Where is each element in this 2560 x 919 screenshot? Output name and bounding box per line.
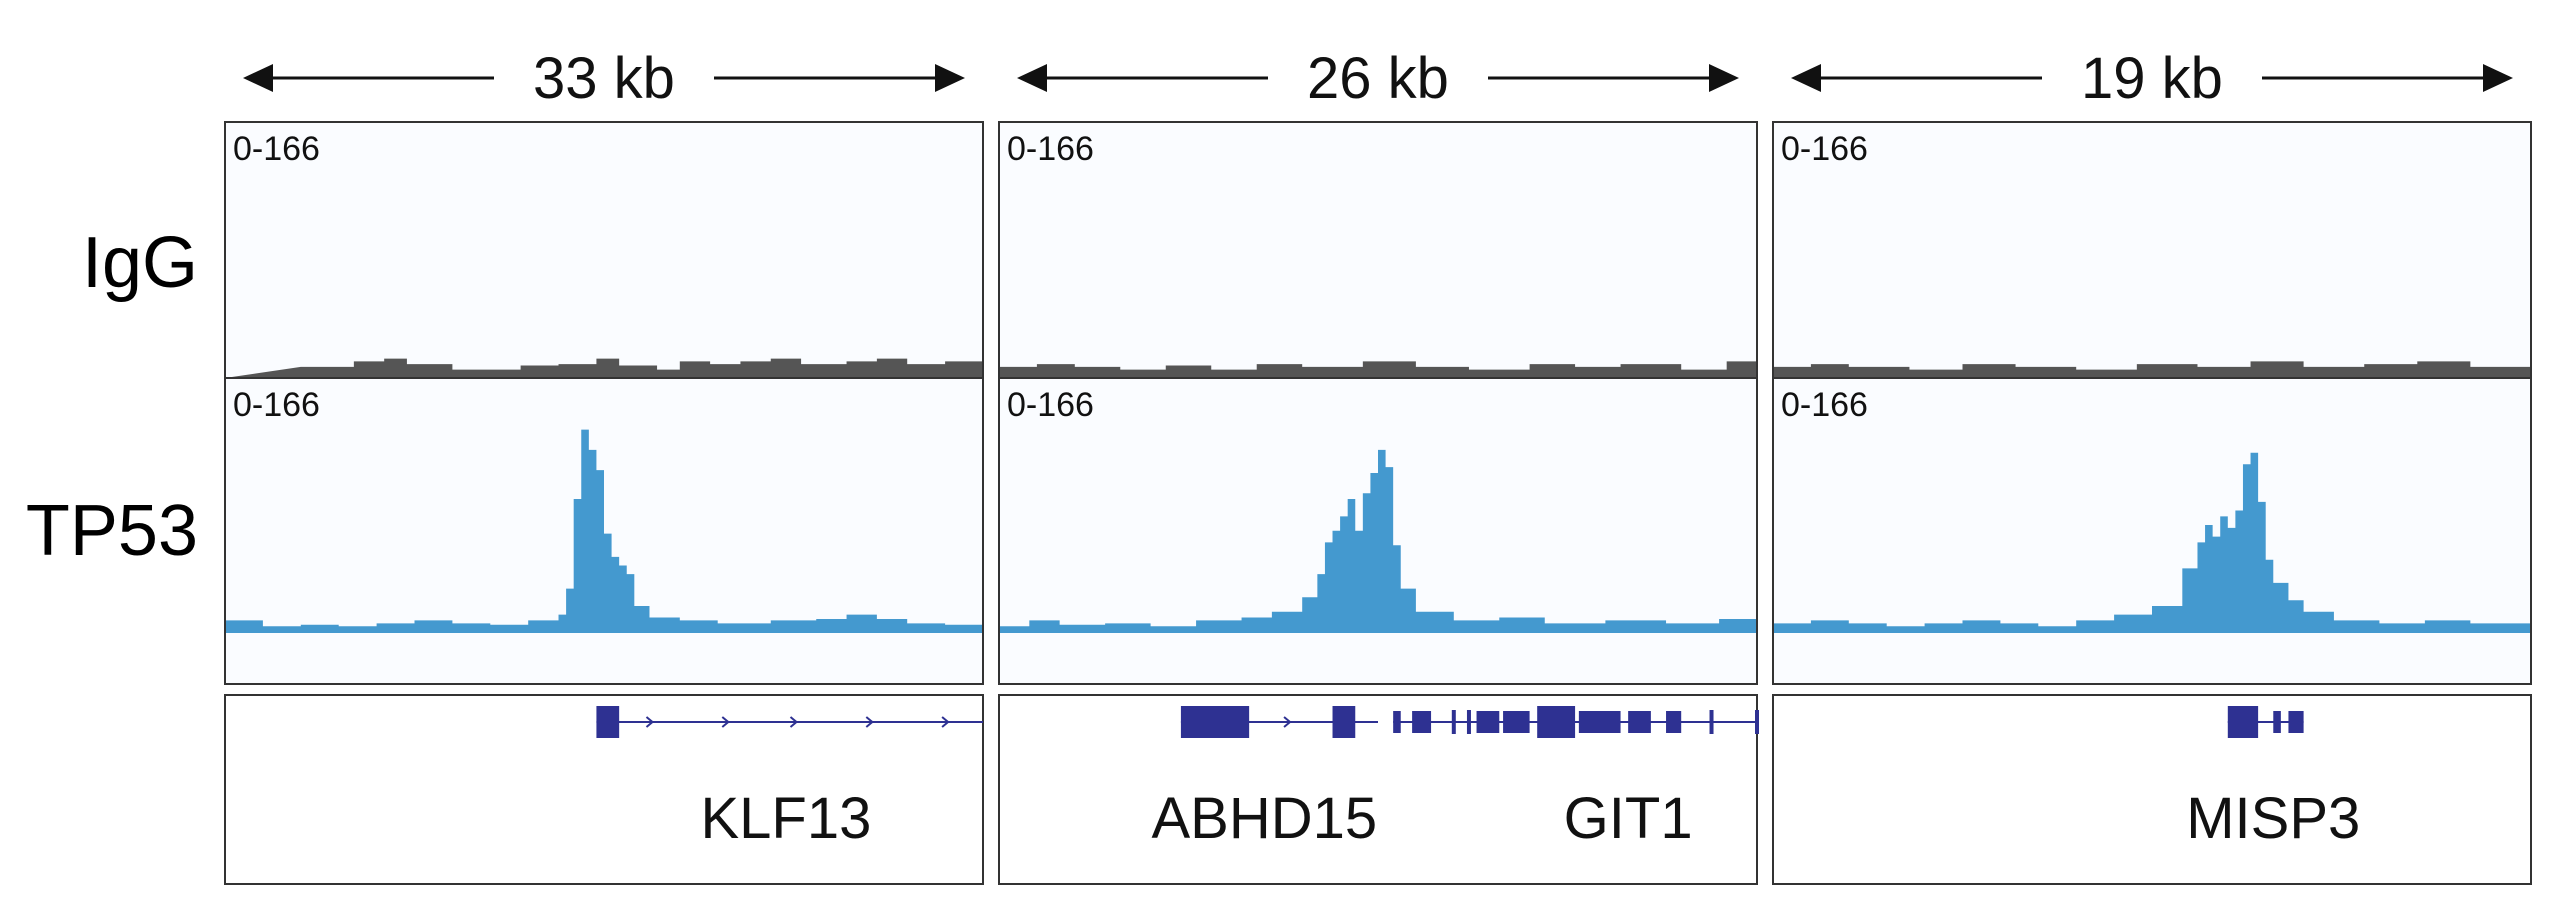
gene-strand-chevron [645, 716, 655, 728]
span-arrowhead-right [1709, 64, 1739, 92]
gene-exon-tick [1709, 710, 1714, 734]
panel-2: 26 kb 0-166 0-166 ABHD15 GIT1 [998, 46, 1759, 885]
gene-strand-chevron [721, 716, 730, 728]
gene-exon [1503, 711, 1530, 733]
track-frame [224, 121, 984, 685]
gene-exon [2227, 706, 2259, 738]
tp53-range-label: 0-166 [233, 386, 320, 424]
gene-exon-tick [1466, 710, 1471, 734]
igg-coverage-track [999, 358, 1757, 378]
gene-exon [1332, 706, 1356, 738]
span-arrowhead-right [935, 64, 965, 92]
span-label: 19 kb [2081, 46, 2223, 111]
gene-exon [1537, 706, 1576, 738]
tp53-coverage-track [999, 449, 1757, 632]
igg-range-label: 0-166 [233, 130, 320, 168]
gene-exon [1412, 711, 1432, 733]
gene-exon [1476, 711, 1500, 733]
gene-exon-tick [1755, 710, 1759, 734]
panel-1: 33 kb 0-166 0-166 KLF13 [224, 46, 984, 885]
span-arrowhead-right [2483, 64, 2513, 92]
gene-strand-chevron [789, 716, 799, 728]
igg-coverage-track [225, 358, 983, 378]
gene-label: GIT1 [1564, 786, 1693, 851]
gene-panel [1772, 694, 2532, 885]
gene-strand-chevron [941, 716, 950, 728]
gene-strand-chevron [1283, 716, 1292, 728]
span-arrowhead-left [243, 64, 273, 92]
gene-exon [1393, 711, 1401, 733]
gene-exon-tick [1451, 710, 1456, 734]
tp53-range-label: 0-166 [1781, 386, 1868, 424]
gene-exon [2288, 711, 2304, 733]
track-frame [1772, 121, 2532, 685]
row-label-igg: IgG [82, 223, 198, 303]
track-background [1773, 122, 2531, 684]
igg-range-label: 0-166 [1781, 130, 1868, 168]
row-label-tp53: TP53 [26, 491, 198, 571]
gene-exon [1578, 711, 1621, 733]
tp53-coverage-track [225, 429, 983, 632]
span-arrowhead-left [1791, 64, 1821, 92]
igg-range-label: 0-166 [1007, 130, 1094, 168]
igg-coverage-track [1773, 361, 2531, 378]
gene-exon [2273, 711, 2281, 733]
gene-label: ABHD15 [1151, 786, 1377, 851]
gene-exon [1628, 711, 1651, 733]
span-arrowhead-left [1017, 64, 1047, 92]
span-label: 33 kb [533, 46, 675, 111]
track-frame [998, 121, 1758, 685]
gene-exon [1180, 706, 1250, 738]
gene-label: MISP3 [2186, 786, 2360, 851]
gene-strand-chevron [865, 716, 874, 728]
gene-exon [596, 706, 620, 738]
span-label: 26 kb [1307, 46, 1449, 111]
gene-label: KLF13 [700, 786, 871, 851]
tp53-range-label: 0-166 [1007, 386, 1094, 424]
gene-exon [1666, 711, 1682, 733]
panel-3: 19 kb 0-166 0-166 MISP3 [1772, 46, 2532, 885]
